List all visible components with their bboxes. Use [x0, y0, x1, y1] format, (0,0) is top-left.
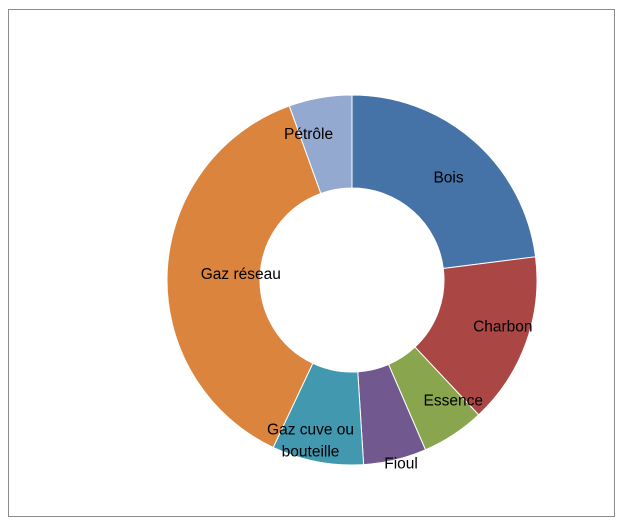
- slice-label-gaz-cuve-ou-bouteille: Gaz cuve ou bouteille: [267, 421, 354, 460]
- slice-gaz-r-seau: [166, 105, 322, 449]
- slice-label-gaz-r-seau: Gaz réseau: [201, 266, 281, 283]
- slice-label-bois: Bois: [433, 169, 463, 186]
- labels-group: Bois Charbon Essence Fioul Gaz cuve ou boutei…: [201, 126, 533, 472]
- slice-bois: [351, 94, 537, 270]
- slice-p-tr-le: [288, 94, 353, 195]
- slice-label-essence: Essence: [423, 393, 482, 410]
- slice-label-charbon: Charbon: [473, 318, 532, 335]
- slice-charbon: [414, 256, 538, 416]
- slice-label-p-tr-le: Pétrôle: [284, 126, 333, 143]
- slices-group: [166, 94, 538, 466]
- slice-label-fioul: Fioul: [384, 455, 418, 472]
